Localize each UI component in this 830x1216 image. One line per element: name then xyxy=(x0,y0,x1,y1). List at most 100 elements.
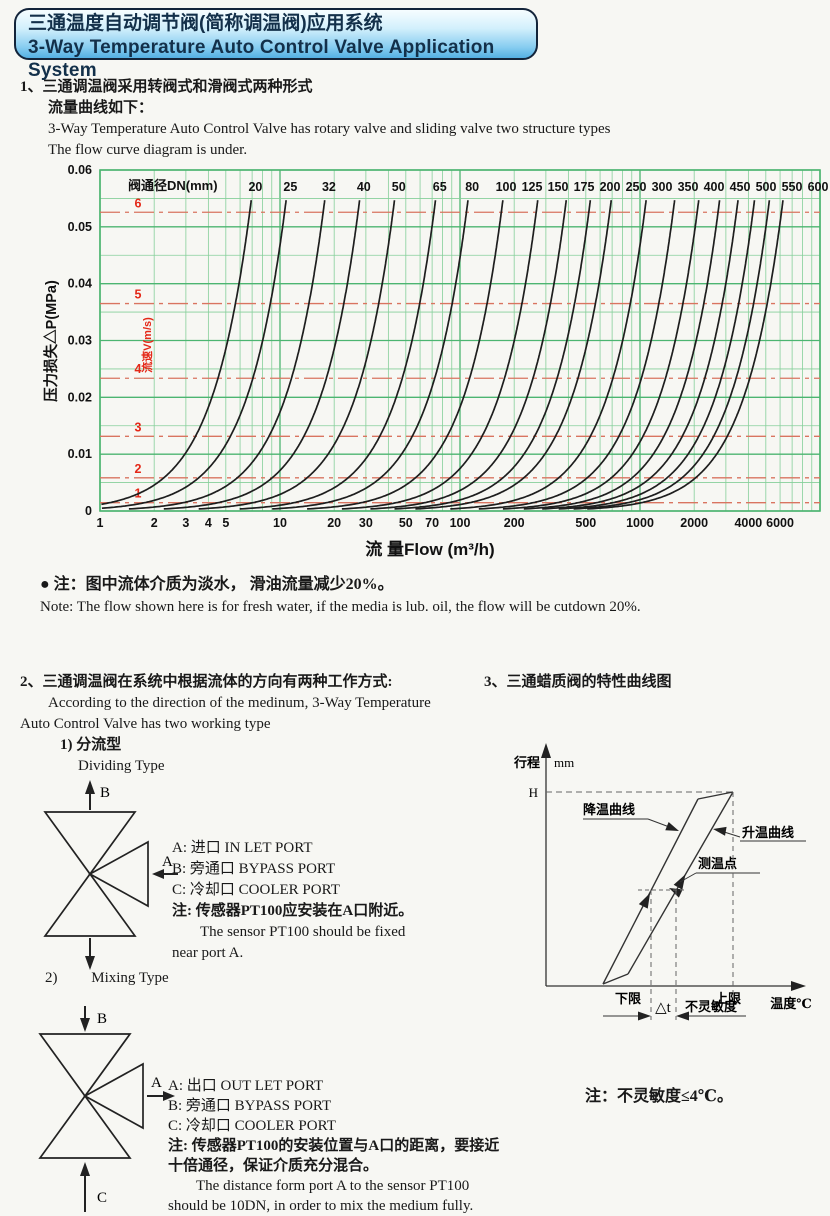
svg-text:30: 30 xyxy=(359,516,373,530)
dividing-valve-diagram: B A xyxy=(43,780,178,970)
dim-arrow-left-icon xyxy=(676,1011,689,1021)
section2-type1-en: Dividing Type xyxy=(78,758,165,774)
chart-note-zh: ● 注：图中流体介质为淡水， 滑油流量减少20%。 xyxy=(40,576,394,593)
valve2-port-c-label: C xyxy=(97,1190,107,1206)
arrow-right-icon xyxy=(163,1091,175,1101)
section2-type1-zh: 1) 分流型 xyxy=(60,737,122,753)
svg-text:3: 3 xyxy=(182,516,189,530)
section1-line3: 3-Way Temperature Auto Control Valve has… xyxy=(48,121,611,137)
arrow-up-icon xyxy=(80,1162,90,1176)
svg-text:5: 5 xyxy=(222,516,229,530)
cooling-direction-arrow-icon xyxy=(638,892,651,909)
arrow-left-icon xyxy=(152,869,164,879)
section2-heading: 2、三通调温阀在系统中根据流体的方向有两种工作方式: According to … xyxy=(20,672,431,777)
svg-text:1000: 1000 xyxy=(626,516,654,530)
valve2-port-a-label: A xyxy=(151,1075,162,1091)
valve2-legend: A: 出口 OUT LET PORT B: 旁通口 BYPASS PORT C:… xyxy=(168,1076,499,1216)
svg-text:250: 250 xyxy=(626,180,647,194)
svg-text:20: 20 xyxy=(248,180,262,194)
axis-arrow-right-icon xyxy=(791,981,806,991)
upper-limit-label: 上限 xyxy=(715,991,742,1006)
section1-text: 1、三通调温阀采用转阀式和滑阀式两种形式 流量曲线如下： 3-Way Tempe… xyxy=(20,77,610,161)
svg-text:0.03: 0.03 xyxy=(68,334,92,348)
stroke-axis-unit: mm xyxy=(554,755,574,770)
lower-limit-label: 下限 xyxy=(615,991,642,1006)
characteristic-curve-diagram: 行程 mm H 降温曲线 升温曲线 测温点 下限 上限 温度℃ xyxy=(513,743,812,1021)
section1-line4: The flow curve diagram is under. xyxy=(48,142,248,158)
dim-arrow-right-icon xyxy=(638,1011,651,1021)
svg-text:2: 2 xyxy=(151,516,158,530)
svg-text:300: 300 xyxy=(652,180,673,194)
svg-text:0: 0 xyxy=(85,504,92,518)
legend-line: 注: 传感器PT100的安装位置与A口的距离，要接近 xyxy=(168,1138,500,1154)
legend-line: The distance form port A to the sensor P… xyxy=(196,1178,470,1194)
svg-text:0.02: 0.02 xyxy=(68,390,92,404)
heating-curve-label: 升温曲线 xyxy=(742,825,794,840)
svg-text:200: 200 xyxy=(504,516,525,530)
section1-line1: 1、三通调温阀采用转阀式和滑阀式两种形式 xyxy=(20,79,313,95)
temperature-axis-label: 温度℃ xyxy=(770,996,812,1011)
svg-text:0.01: 0.01 xyxy=(68,447,92,461)
svg-text:350: 350 xyxy=(678,180,699,194)
section1-line2: 流量曲线如下： xyxy=(48,100,154,116)
valve1-port-b-label: B xyxy=(100,785,110,801)
header-banner: 三通温度自动调节阀(简称调温阀)应用系统 3-Way Temperature A… xyxy=(14,8,538,81)
insensitivity-label: 不灵敏度 xyxy=(685,999,738,1014)
section2-heading-en2: Auto Control Valve has two working type xyxy=(20,716,271,732)
svg-text:压力损失△P(MPa): 压力损失△P(MPa) xyxy=(42,280,60,402)
svg-text:550: 550 xyxy=(782,180,803,194)
svg-text:70: 70 xyxy=(425,516,439,530)
arrow-down-icon xyxy=(80,1018,90,1032)
svg-text:0.06: 0.06 xyxy=(68,163,92,177)
heating-direction-arrow-icon xyxy=(673,874,686,890)
cooling-curve-label: 降温曲线 xyxy=(583,802,635,817)
svg-text:6: 6 xyxy=(135,196,142,210)
leader-arrow-icon xyxy=(713,826,727,836)
svg-text:50: 50 xyxy=(399,516,413,530)
svg-text:6000: 6000 xyxy=(766,516,794,530)
svg-text:175: 175 xyxy=(574,180,595,194)
svg-text:25: 25 xyxy=(283,180,297,194)
svg-text:500: 500 xyxy=(575,516,596,530)
svg-text:5: 5 xyxy=(135,288,142,302)
legend-line: The sensor PT100 should be fixed xyxy=(200,924,406,940)
svg-text:50: 50 xyxy=(392,180,406,194)
svg-text:500: 500 xyxy=(756,180,777,194)
legend-line: A: 出口 OUT LET PORT xyxy=(168,1078,324,1094)
svg-text:32: 32 xyxy=(322,180,336,194)
section2-type2: 2) Mixing Type xyxy=(45,968,169,989)
mixing-valve-diagram: B A C xyxy=(38,1006,175,1212)
svg-text:10: 10 xyxy=(273,516,287,530)
svg-text:流速V(m/s): 流速V(m/s) xyxy=(140,317,154,373)
legend-line: A: 进口 IN LET PORT xyxy=(172,840,313,856)
legend-line: C: 冷却口 COOLER PORT xyxy=(172,882,340,898)
svg-text:125: 125 xyxy=(522,180,543,194)
legend-line: 十倍通径，保证介质充分混合。 xyxy=(168,1158,379,1174)
delta-t-label: △t xyxy=(655,1000,672,1016)
legend-line: should be 10DN, in order to mix the medi… xyxy=(168,1198,474,1214)
svg-text:100: 100 xyxy=(450,516,471,530)
legend-line: B: 旁通口 BYPASS PORT xyxy=(172,861,336,877)
h-level-label: H xyxy=(529,785,538,800)
svg-text:150: 150 xyxy=(548,180,569,194)
chart-note-en: Note: The flow shown here is for fresh w… xyxy=(40,599,641,615)
svg-text:80: 80 xyxy=(465,180,479,194)
legend-line: B: 旁通口 BYPASS PORT xyxy=(168,1098,332,1114)
section2-heading-zh: 2、三通调温阀在系统中根据流体的方向有两种工作方式: xyxy=(20,674,393,690)
legend-line: near port A. xyxy=(172,945,244,961)
svg-text:400: 400 xyxy=(704,180,725,194)
svg-text:65: 65 xyxy=(433,180,447,194)
chart-note: ● 注：图中流体介质为淡水， 滑油流量减少20%。 Note: The flow… xyxy=(40,574,641,618)
svg-text:4: 4 xyxy=(135,362,142,376)
svg-text:3: 3 xyxy=(135,420,142,434)
leader-arrow-icon xyxy=(665,821,679,831)
svg-text:600: 600 xyxy=(808,180,829,194)
type2-label: Mixing Type xyxy=(91,970,169,986)
svg-text:阀通径DN(mm): 阀通径DN(mm) xyxy=(128,178,218,193)
legend-line: C: 冷却口 COOLER PORT xyxy=(168,1118,336,1134)
valve1-port-a-label: A xyxy=(162,854,173,870)
svg-text:0.04: 0.04 xyxy=(68,277,92,291)
svg-text:2000: 2000 xyxy=(680,516,708,530)
